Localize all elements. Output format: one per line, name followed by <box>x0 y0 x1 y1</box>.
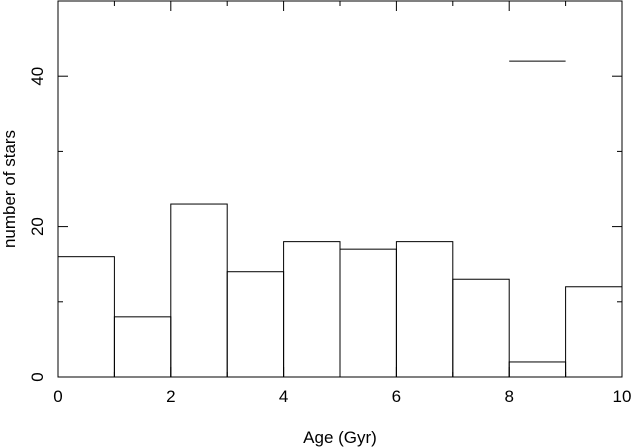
histogram-bars <box>57 203 623 378</box>
y-tick-label: 40 <box>28 67 47 86</box>
histogram-bar <box>170 203 228 378</box>
histogram-bar <box>283 241 341 378</box>
histogram-bar <box>395 241 454 378</box>
x-tick-label: 4 <box>279 387 288 406</box>
x-tick-label: 6 <box>392 387 401 406</box>
y-tick-label: 20 <box>28 217 47 236</box>
y-axis-title: number of stars <box>0 130 19 248</box>
histogram-bar <box>57 256 115 378</box>
x-tick-label: 2 <box>166 387 175 406</box>
axis-ticks <box>57 1 623 378</box>
histogram-bar <box>226 271 285 378</box>
y-tick-label: 0 <box>28 372 47 381</box>
histogram-bar <box>339 248 397 378</box>
x-tick-label: 8 <box>504 387 513 406</box>
histogram-bar <box>565 286 623 378</box>
y-tick-labels: 0 20 40 <box>28 67 47 382</box>
x-axis-title: Age (Gyr) <box>303 428 377 447</box>
histogram-bar <box>113 316 172 378</box>
histogram-bar <box>508 361 567 378</box>
histogram-bar <box>452 278 510 378</box>
x-tick-labels: 0 2 4 6 8 10 <box>53 387 631 406</box>
x-tick-label: 0 <box>53 387 62 406</box>
x-tick-label: 10 <box>613 387 632 406</box>
